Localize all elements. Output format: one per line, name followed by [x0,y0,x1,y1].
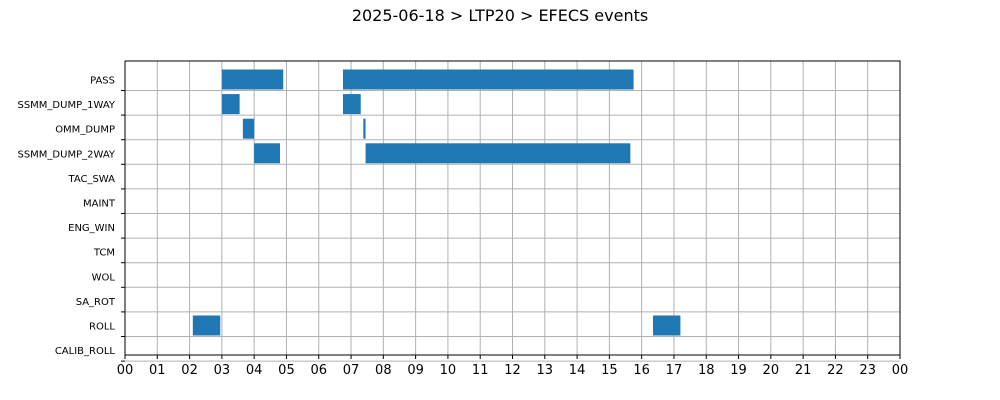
y-axis: PASS SSMM_DUMP_1WAY OMM_DUMP SSMM_DUMP_2WAY… [17,76,125,362]
x-tick-label: 08 [375,363,392,378]
x-tick-label: 22 [827,363,844,378]
y-tick-label: TAC_SWA [67,174,115,185]
x-tick-label: 06 [310,363,327,378]
y-tick-label: MAINT [83,199,116,210]
x-axis: 00 01 02 03 04 05 06 07 08 09 10 11 12 13 14 15 16 17 18 19… [117,355,909,378]
x-tick-label: 04 [246,363,263,378]
x-tick-label: 09 [407,363,424,378]
y-tick-label: CALIB_ROLL [55,346,116,357]
grid [124,61,901,362]
x-tick-label: 11 [472,363,489,378]
event-bar [363,118,366,139]
event-bar [342,94,361,115]
x-tick-label: 18 [698,363,715,378]
event-bar [221,94,240,115]
x-tick-label: 05 [278,363,295,378]
x-tick-label: 23 [859,363,876,378]
y-tick-label: SSMM_DUMP_2WAY [17,149,115,160]
x-tick-label: 12 [504,363,521,378]
x-tick-label: 17 [666,363,683,378]
x-tick-label: 14 [569,363,586,378]
x-tick-label: 13 [537,363,554,378]
x-tick-label: 00 [892,363,909,378]
x-tick-label: 01 [149,363,166,378]
x-tick-label: 19 [730,363,747,378]
x-tick-label: 21 [795,363,812,378]
y-tick-label: OMM_DUMP [55,125,115,136]
chart-title: 2025-06-18 > LTP20 > EFECS events [351,6,649,25]
x-tick-label: 07 [343,363,360,378]
y-tick-label: SA_ROT [76,297,116,308]
event-bar [192,315,221,336]
x-tick-label: 02 [181,363,198,378]
x-tick-label: 00 [117,363,134,378]
event-bar [652,315,681,336]
y-tick-label: TCM [93,248,115,259]
x-tick-label: 15 [601,363,618,378]
event-bar [342,69,634,90]
event-bar [254,143,280,164]
y-tick-label: ROLL [89,322,115,333]
y-tick-label: SSMM_DUMP_1WAY [17,100,115,111]
y-tick-label: WOL [92,272,116,283]
event-bar [221,69,284,90]
y-tick-label: ENG_WIN [68,223,115,234]
x-tick-label: 16 [633,363,650,378]
x-tick-label: 03 [214,363,231,378]
event-bars [192,69,681,336]
x-tick-label: 10 [440,363,457,378]
event-bar [242,118,255,139]
y-tick-label: PASS [90,76,115,87]
event-bar [365,143,631,164]
x-tick-label: 20 [763,363,780,378]
